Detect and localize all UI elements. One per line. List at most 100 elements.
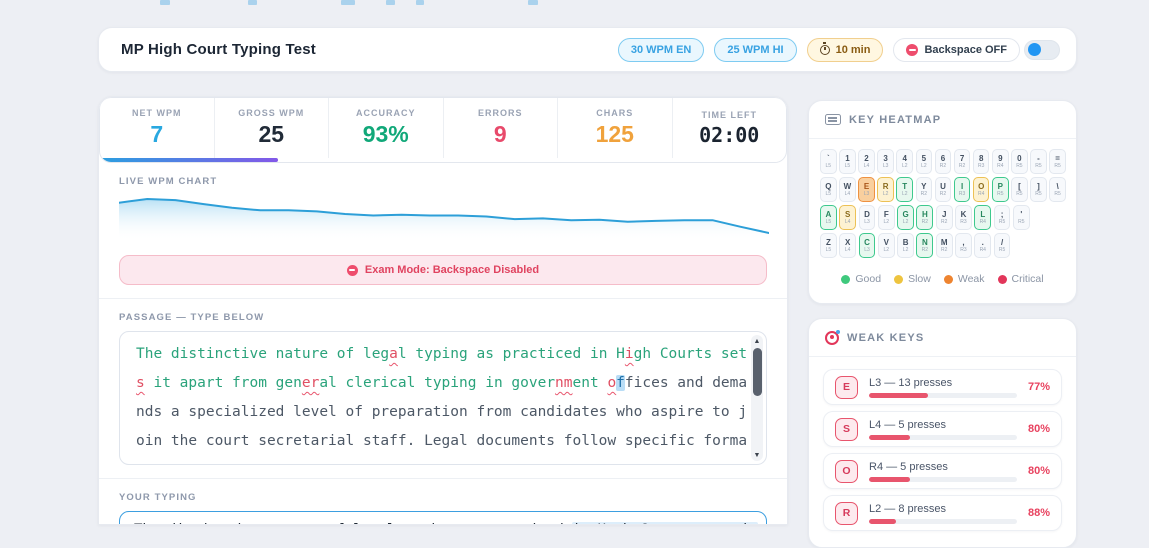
key-=: = R5 bbox=[1049, 149, 1066, 174]
key-X: X L4 bbox=[839, 233, 857, 258]
key-finger: L4 bbox=[844, 218, 851, 225]
legend-label: Critical bbox=[1011, 273, 1044, 285]
key-char: A bbox=[825, 209, 832, 219]
key-finger: R5 bbox=[1035, 190, 1042, 197]
weak-key-row-E: E L3 — 13 presses 77% bbox=[823, 369, 1062, 405]
key-B: B L2 bbox=[897, 233, 914, 258]
legend-item-good: Good bbox=[841, 273, 881, 285]
stats-row: NET WPM 7 GROSS WPM 25 ACCURACY 93% ERRORS 9 CHA… bbox=[100, 98, 786, 158]
key-char: P bbox=[997, 181, 1003, 191]
key-heatmap-title: KEY HEATMAP bbox=[849, 113, 942, 126]
key-char: F bbox=[883, 209, 889, 219]
legend-label: Slow bbox=[908, 273, 931, 285]
key-P: P R5 bbox=[991, 177, 1009, 202]
weak-keys-card: WEAK KEYS E L3 — 13 presses 77% S L4 — 5 pre… bbox=[808, 318, 1077, 548]
keyboard-row: A L5 S L4 D L3 F L2 G L2 H R2 J R2 K R3 L R4; R5 ' R5 bbox=[820, 205, 1066, 230]
weak-key-label: L2 — 8 presses bbox=[869, 502, 947, 515]
key-\: \ R5 bbox=[1049, 177, 1066, 202]
minus-circle-icon bbox=[906, 43, 919, 56]
weak-key-chip: R bbox=[835, 501, 858, 525]
stat-accuracy: ACCURACY 93% bbox=[329, 98, 444, 158]
key-M: M R2 bbox=[935, 233, 953, 258]
scroll-thumb[interactable] bbox=[752, 348, 762, 396]
keyboard-row: Q L5 W L4 E L3 R L2 T L2 Y R2 U R2 I R3 O R4 P R5[R5] R5 \ R5 bbox=[820, 177, 1066, 202]
weak-key-bar-fill bbox=[869, 476, 911, 482]
weak-key-row-O: O R4 — 5 presses 80% bbox=[823, 453, 1062, 489]
page: MP High Court Typing Test 30 WPM EN 25 WP… bbox=[98, 0, 1077, 548]
keyboard: ` L5 1 L5 2 L4 3 L3 4 L2 5 L2 6 R2 7 R2 8 R3 9 R4 0 R5- R5 = R5 Q… bbox=[809, 139, 1076, 267]
test-panel: NET WPM 7 GROSS WPM 25 ACCURACY 93% ERRORS 9 CHA… bbox=[98, 96, 788, 525]
passage-segment: al clerical typing in gover bbox=[319, 375, 556, 391]
stat-label: GROSS WPM bbox=[238, 108, 305, 118]
key-C: C L3 bbox=[858, 233, 876, 258]
key-finger: L5 bbox=[825, 190, 832, 197]
key-finger: R3 bbox=[977, 162, 985, 169]
scroll-up-icon[interactable]: ▲ bbox=[753, 337, 761, 345]
typing-input[interactable]: The distinctive nature of legel typing a… bbox=[119, 511, 767, 524]
passage-segment: oin the court secretarial staff. Legal d… bbox=[136, 433, 748, 449]
key-D: D L3 bbox=[858, 205, 876, 230]
key-;: ; R5 bbox=[993, 205, 1011, 230]
key-char: 0 bbox=[1017, 153, 1022, 163]
cutoff-fragment bbox=[416, 0, 424, 5]
key-char: - bbox=[1037, 153, 1040, 163]
key-char: 5 bbox=[921, 153, 927, 163]
key-V: V L2 bbox=[877, 233, 895, 258]
badge-label: 25 WPM HI bbox=[727, 43, 784, 56]
legend-dot-icon bbox=[841, 274, 851, 284]
keyboard-row: ` L5 1 L5 2 L4 3 L3 4 L2 5 L2 6 R2 7 R2 8 R3 9 R4 0 R5- R5 = R5 bbox=[820, 149, 1066, 174]
key-finger: R5 bbox=[998, 246, 1006, 253]
key-char: C bbox=[864, 237, 870, 247]
key-finger: R4 bbox=[979, 246, 986, 253]
key-char: I bbox=[960, 181, 964, 191]
key-]: ] R5 bbox=[1030, 177, 1047, 202]
key-char: O bbox=[978, 181, 985, 191]
weak-key-percent: 80% bbox=[1027, 465, 1050, 477]
weak-key-row-S: S L4 — 5 presses 80% bbox=[823, 411, 1062, 447]
live-wpm-chart-label: LIVE WPM CHART bbox=[119, 176, 218, 187]
key-N: N R2 bbox=[916, 233, 934, 258]
passage-box[interactable]: The distinctive nature of legal typing a… bbox=[119, 331, 767, 465]
key-finger: L2 bbox=[901, 190, 908, 197]
stat-value: 93% bbox=[362, 121, 409, 147]
passage-segment: it apart from gen bbox=[144, 375, 302, 391]
weak-key-row-R: R L2 — 8 presses 88% bbox=[823, 495, 1062, 531]
scroll-down-icon[interactable]: ▼ bbox=[753, 451, 761, 459]
key-finger: R2 bbox=[920, 190, 928, 197]
key-Y: Y R2 bbox=[915, 177, 933, 202]
key-G: G L2 bbox=[897, 205, 914, 230]
weak-key-bar-fill bbox=[869, 392, 929, 398]
key-Q: Q L5 bbox=[820, 177, 837, 202]
weak-keys-title: WEAK KEYS bbox=[847, 331, 925, 344]
target-icon bbox=[825, 329, 840, 345]
weak-key-chip: E bbox=[835, 375, 858, 399]
minus-circle-icon bbox=[346, 264, 358, 276]
key-finger: R2 bbox=[958, 162, 966, 169]
key-H: H R2 bbox=[916, 205, 934, 230]
exam-mode-banner: Exam Mode: Backspace Disabled bbox=[119, 255, 767, 285]
legend-dot-icon bbox=[943, 274, 953, 284]
key-char: 3 bbox=[883, 153, 888, 163]
key-3: 3 L3 bbox=[877, 149, 894, 174]
typed-segment: in Hogh Courts set it bbox=[572, 522, 758, 524]
key-A: A L5 bbox=[820, 205, 837, 230]
passage-line: oin the court secretarial staff. Legal d… bbox=[136, 427, 747, 456]
key-4: 4 L2 bbox=[896, 149, 914, 174]
stat-chars: CHARS 125 bbox=[558, 98, 673, 158]
key-W: W L4 bbox=[839, 177, 856, 202]
badge-label: 30 WPM EN bbox=[630, 43, 692, 56]
typed-segment: The distinctive nature of legel typing a… bbox=[134, 522, 572, 524]
weak-key-bar bbox=[869, 518, 1017, 524]
key-char: 8 bbox=[978, 153, 984, 163]
passage-scrollbar[interactable]: ▲ ▼ bbox=[751, 335, 763, 461]
key-char: N bbox=[921, 237, 928, 247]
header-toggle[interactable] bbox=[1024, 39, 1060, 60]
passage-segment: ent bbox=[572, 375, 608, 391]
passage-line: The distinctive nature of legal typing a… bbox=[136, 340, 747, 369]
key-char: 2 bbox=[864, 153, 869, 163]
key-T: T L2 bbox=[896, 177, 914, 202]
key-char: M bbox=[940, 237, 948, 247]
key-char: U bbox=[940, 181, 946, 191]
key-char: = bbox=[1055, 153, 1060, 163]
stat-value: 125 bbox=[595, 121, 634, 147]
